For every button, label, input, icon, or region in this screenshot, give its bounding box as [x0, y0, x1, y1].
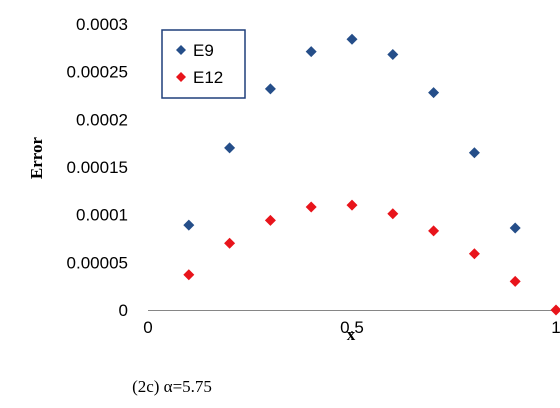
y-tick-label: 0.00015	[67, 158, 128, 177]
x-tick-label: 1	[551, 318, 560, 337]
marker-e12	[468, 248, 480, 260]
marker-e9	[183, 219, 195, 231]
marker-e12	[550, 304, 560, 316]
marker-e12	[305, 201, 317, 213]
x-tick-label: 0	[143, 318, 152, 337]
y-tick-label: 0.0003	[76, 15, 128, 34]
legend-box	[161, 29, 246, 99]
x-tick-label: 0.5	[340, 318, 364, 337]
data-markers	[183, 33, 560, 316]
marker-e9	[509, 222, 521, 234]
marker-e9	[305, 46, 317, 58]
figure-caption: (2c) α=5.75	[132, 377, 212, 396]
y-tick-label: 0.0001	[76, 206, 128, 225]
marker-e12	[264, 214, 276, 226]
x-axis-title: x	[347, 325, 356, 344]
marker-e12	[183, 269, 195, 281]
legend-marker-e12	[176, 72, 186, 82]
marker-e9	[428, 87, 440, 99]
y-tick-label: 0.0002	[76, 110, 128, 129]
legend-label-e12: E12	[193, 68, 223, 87]
marker-e12	[346, 199, 358, 211]
legend-label-e9: E9	[193, 41, 214, 60]
marker-e9	[264, 83, 276, 95]
marker-e12	[224, 237, 236, 249]
marker-e12	[509, 275, 521, 287]
marker-e9	[224, 142, 236, 154]
y-axis-tick-labels: 0 0.00005 0.0001 0.00015 0.0002 0.00025 0.0003	[67, 15, 128, 320]
marker-e12	[387, 208, 399, 220]
marker-e9	[346, 33, 358, 45]
y-axis-title: Error	[27, 136, 46, 179]
y-tick-label: 0	[119, 301, 128, 320]
marker-e9	[387, 49, 399, 61]
legend-marker-e9	[176, 45, 186, 55]
y-tick-label: 0.00005	[67, 253, 128, 272]
y-tick-label: 0.00025	[67, 63, 128, 82]
marker-e9	[468, 147, 480, 159]
x-axis-tick-labels: 0 0.5 1	[143, 318, 560, 337]
marker-e12	[428, 225, 440, 237]
